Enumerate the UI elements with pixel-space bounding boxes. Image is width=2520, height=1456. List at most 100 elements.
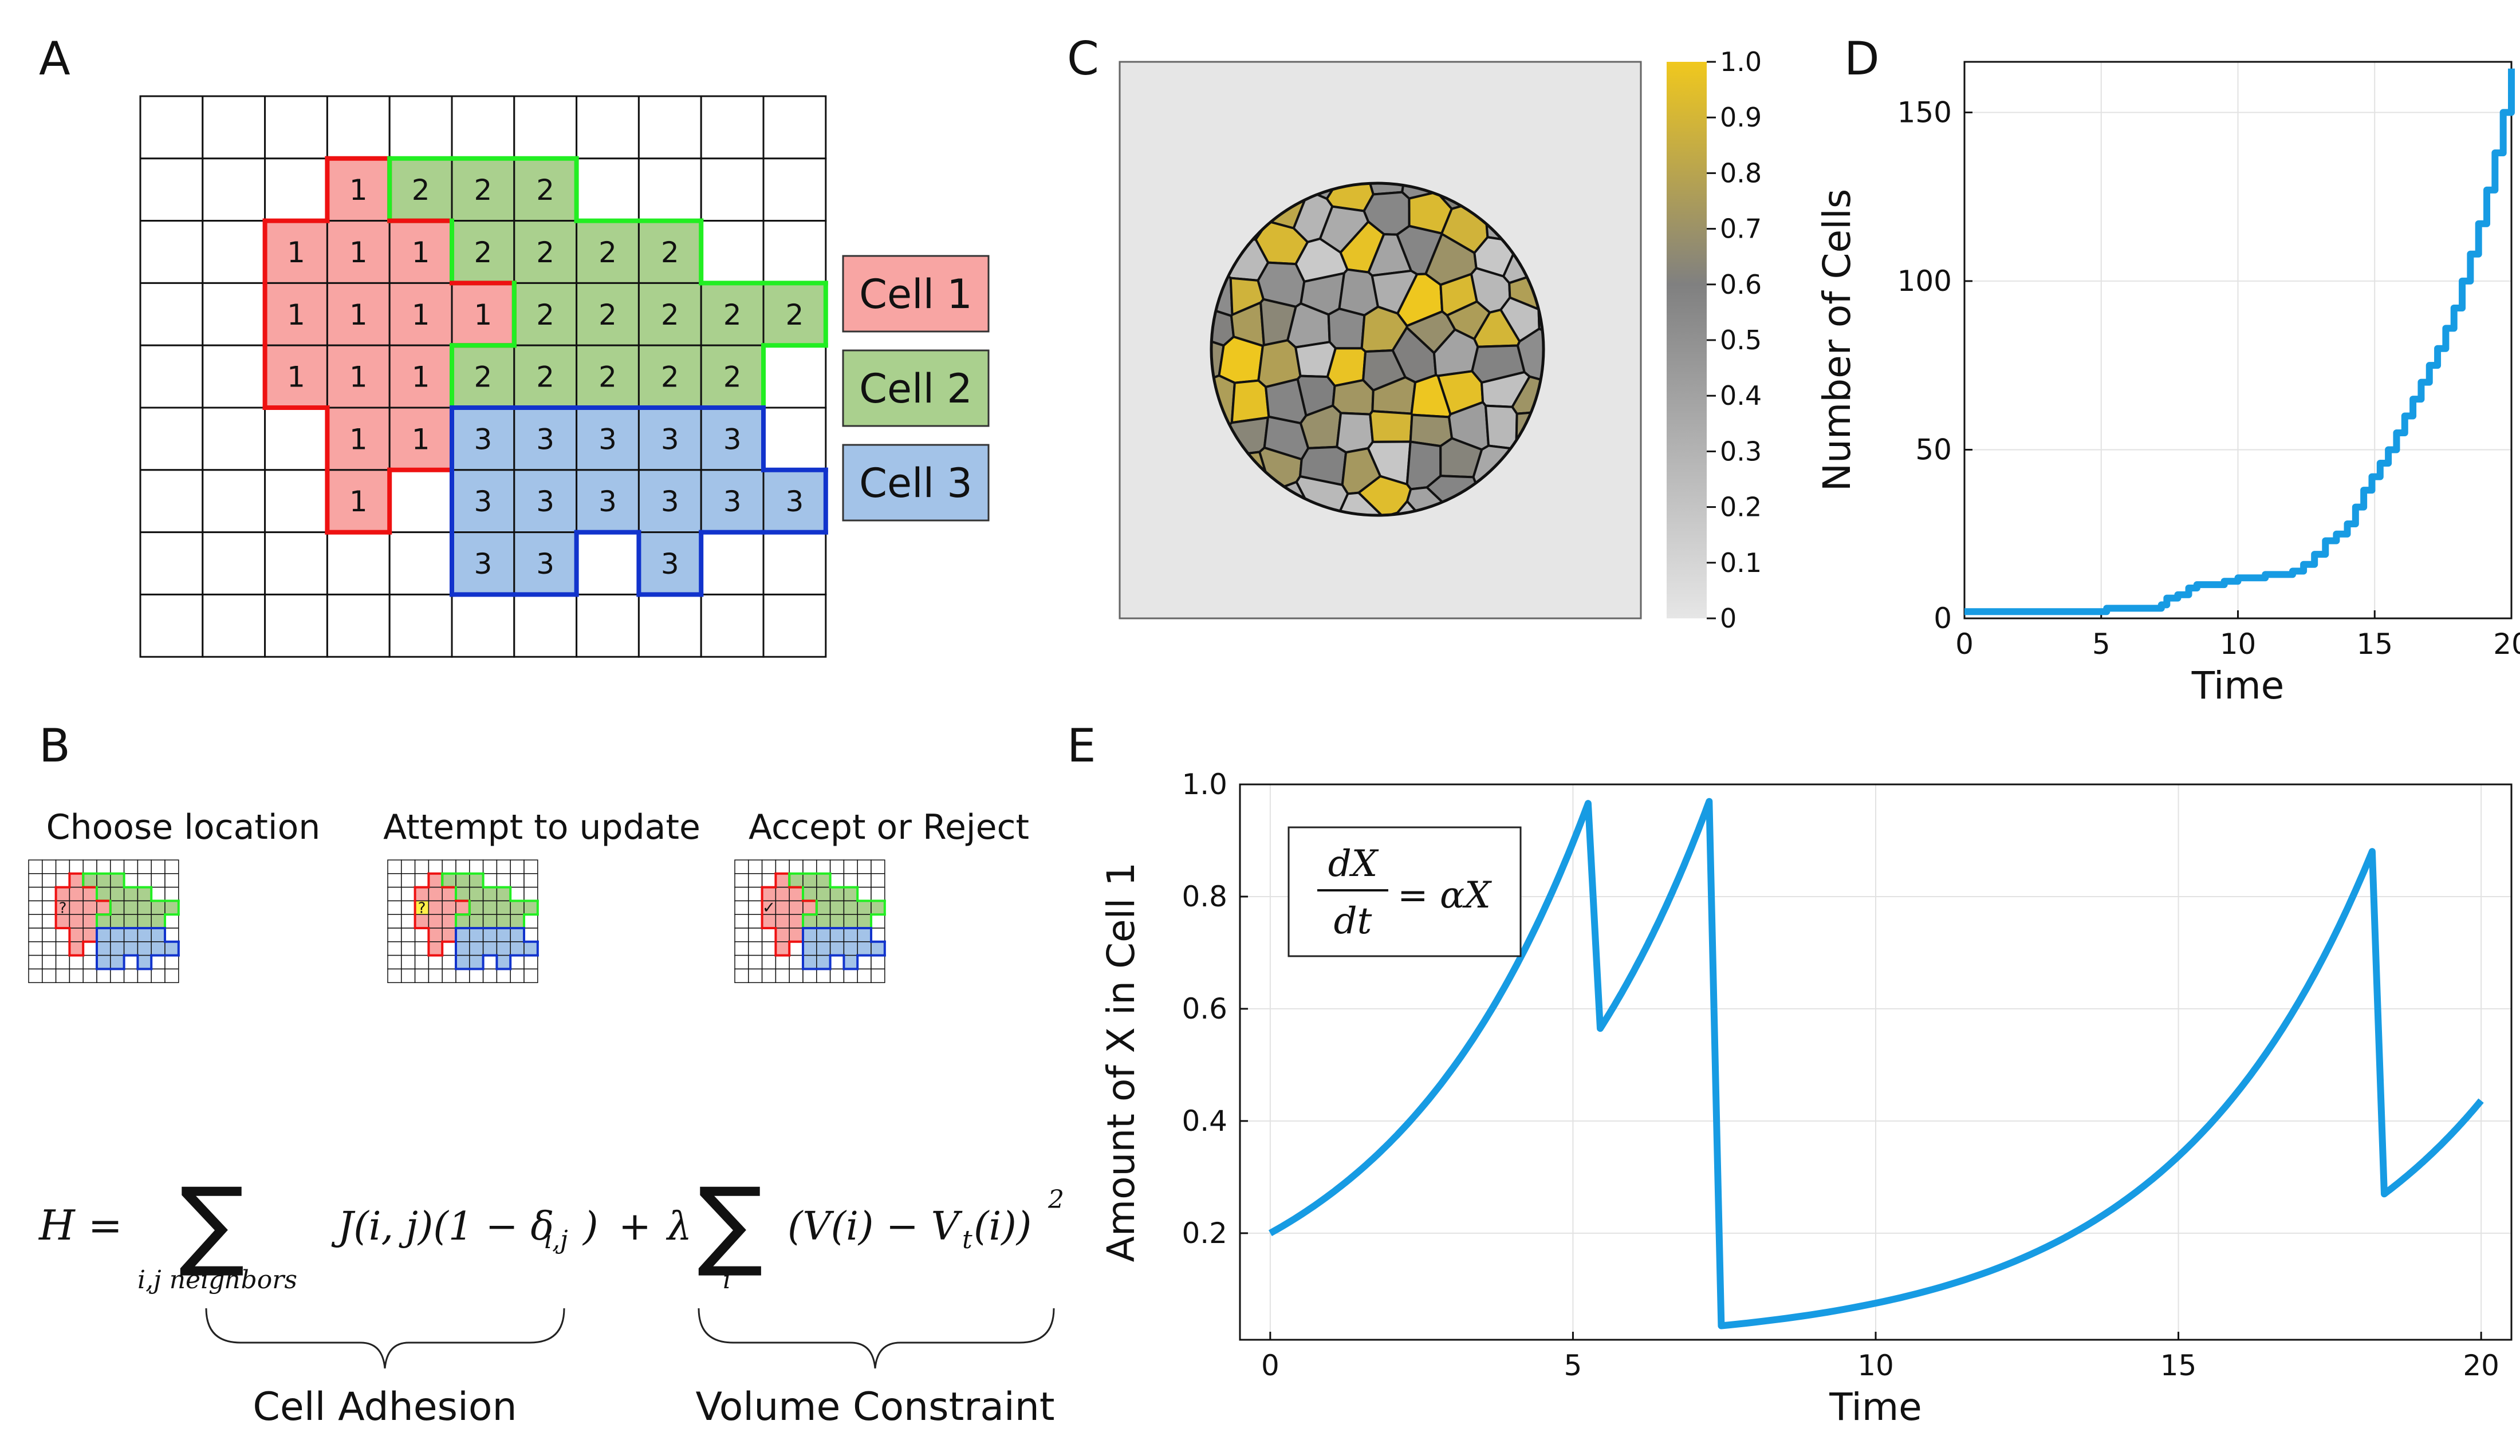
lattice-site xyxy=(202,157,266,222)
lattice-site xyxy=(428,914,443,929)
lattice-site xyxy=(428,886,443,902)
site-label: 3 xyxy=(598,423,617,456)
lattice-site xyxy=(139,407,204,471)
lattice-site xyxy=(123,928,139,942)
x-tick-label: 5 xyxy=(1564,1349,1582,1382)
lattice-site xyxy=(326,593,391,658)
lattice-site xyxy=(482,859,498,874)
svg-text:i,j: i,j xyxy=(544,1225,568,1254)
lattice-site xyxy=(637,593,702,658)
site-label: 2 xyxy=(536,298,554,332)
colorbar-tick-label: 1.0 xyxy=(1720,46,1762,77)
lattice-site xyxy=(816,954,831,970)
colorbar-tick-label: 0.9 xyxy=(1720,102,1762,133)
lattice-site xyxy=(139,469,204,534)
lattice-site xyxy=(513,593,578,658)
lattice-site xyxy=(843,900,858,915)
lattice-site xyxy=(137,914,152,929)
lattice-site xyxy=(388,157,453,222)
lattice-site xyxy=(451,593,515,658)
lattice-site xyxy=(264,593,328,658)
lattice-site xyxy=(28,941,43,956)
lattice-site xyxy=(401,954,416,970)
lattice-site xyxy=(264,469,328,534)
lattice-site xyxy=(496,941,511,956)
lattice-site xyxy=(455,886,470,902)
lattice-site xyxy=(734,859,749,874)
svg-text:(V(i) − V: (V(i) − V xyxy=(788,1204,963,1249)
lattice-site xyxy=(857,873,872,888)
lattice-site xyxy=(42,859,57,874)
site-label: 2 xyxy=(598,361,617,394)
svg-text:∑: ∑ xyxy=(698,1167,763,1280)
lattice-site xyxy=(264,531,328,595)
lattice-site xyxy=(789,954,804,970)
lattice-site xyxy=(401,914,416,929)
colorbar-tick-label: 0.1 xyxy=(1720,547,1762,578)
y-tick-label: 0.2 xyxy=(1182,1217,1227,1250)
lattice-site xyxy=(843,954,858,970)
lattice-site xyxy=(414,859,430,874)
lattice-site xyxy=(387,941,402,956)
lattice-site xyxy=(857,968,872,983)
lattice-site xyxy=(469,928,484,942)
lattice-site xyxy=(802,859,817,874)
lattice-site xyxy=(843,873,858,888)
label-cell-adhesion: Cell Adhesion xyxy=(253,1384,517,1430)
site-label: 2 xyxy=(536,236,554,269)
lattice-site xyxy=(637,531,702,595)
site-label: 2 xyxy=(723,298,742,332)
lattice-site xyxy=(829,954,845,970)
lattice-site xyxy=(69,954,84,970)
lattice-site xyxy=(202,95,266,160)
lattice-site xyxy=(96,886,111,902)
lattice-site xyxy=(151,859,166,874)
lattice-site xyxy=(816,941,831,956)
svg-text:∑: ∑ xyxy=(179,1167,245,1280)
lattice-site xyxy=(139,282,204,346)
lattice-site xyxy=(42,900,57,915)
lattice-site xyxy=(816,873,831,888)
lattice-site xyxy=(802,900,817,915)
tissue-cell xyxy=(1369,410,1413,443)
lattice-site xyxy=(428,859,443,874)
lattice-site xyxy=(42,941,57,956)
x-tick-label: 0 xyxy=(1261,1349,1279,1382)
lattice-site xyxy=(637,157,702,222)
lattice-site xyxy=(748,900,763,915)
lattice-site xyxy=(28,914,43,929)
lattice-site xyxy=(734,928,749,942)
lattice-site xyxy=(496,968,511,983)
lattice-site xyxy=(523,873,538,888)
lattice-site xyxy=(69,900,84,915)
site-label: 2 xyxy=(598,236,617,269)
colorbar-tick-label: 0.2 xyxy=(1720,492,1762,523)
lattice-site xyxy=(110,886,125,902)
lattice-site xyxy=(442,859,456,874)
lattice-site xyxy=(734,886,749,902)
site-label: 3 xyxy=(785,485,804,518)
site-label: 1 xyxy=(474,298,492,332)
svg-text:dt: dt xyxy=(1334,900,1372,942)
y-tick-label: 0.4 xyxy=(1182,1104,1227,1138)
lattice-site xyxy=(42,968,57,983)
lattice-site xyxy=(816,886,831,902)
lattice-site xyxy=(326,407,391,471)
y-axis-label: Amount of X in Cell 1 xyxy=(1099,862,1143,1262)
site-label: 1 xyxy=(287,236,305,269)
lattice-site xyxy=(139,344,204,409)
site-label: 1 xyxy=(287,361,305,394)
x-tick-label: 5 xyxy=(2092,628,2110,661)
lattice-site xyxy=(28,873,43,888)
lattice-site xyxy=(482,954,498,970)
colorbar-tick-label: 0.6 xyxy=(1720,269,1762,300)
lattice-site xyxy=(469,900,484,915)
panel-e-chart: 0 5 10 15 20 0.2 0.4 0.6 0.8 1.0 Time Amount of X i… xyxy=(1099,768,2513,1429)
lattice-site xyxy=(734,900,749,915)
site-label: 2 xyxy=(412,173,430,207)
lattice-site xyxy=(96,928,111,942)
lattice-site xyxy=(82,886,97,902)
lattice-site xyxy=(55,873,70,888)
colorbar-tick-label: 0.3 xyxy=(1720,436,1762,467)
